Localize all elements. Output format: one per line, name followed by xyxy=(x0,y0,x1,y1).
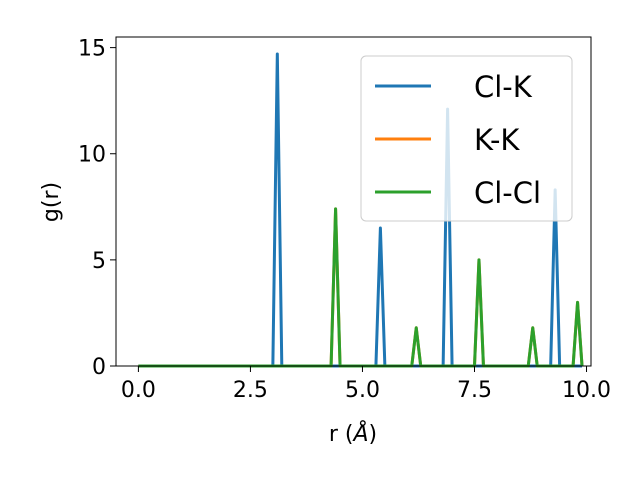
legend-label: Cl-K xyxy=(474,70,533,104)
x-axis-label: r (Å) xyxy=(329,420,377,447)
plot-frame xyxy=(115,36,592,367)
legend-box xyxy=(360,55,573,222)
y-axis-label: g(r) xyxy=(39,182,64,222)
x-tick-label: 10.0 xyxy=(562,378,611,403)
x-tick-label: 5.0 xyxy=(345,378,380,403)
x-axis: 0.0 2.5 5.0 7.5 10.0 xyxy=(121,366,611,403)
y-axis: 0 5 10 15 xyxy=(78,37,116,380)
y-tick-label: 0 xyxy=(92,355,106,380)
series-line-k-k xyxy=(138,207,584,368)
legend-label: K-K xyxy=(474,123,520,157)
x-tick-label: 0.0 xyxy=(121,378,156,403)
series-line-cl-cl xyxy=(138,207,584,368)
y-tick-label: 10 xyxy=(78,143,106,168)
legend-label: Cl-Cl xyxy=(474,176,541,210)
y-tick-label: 5 xyxy=(92,249,106,274)
x-tick-label: 7.5 xyxy=(457,378,492,403)
x-tick-label: 2.5 xyxy=(233,378,268,403)
y-tick-label: 15 xyxy=(78,37,106,62)
legend: Cl-K K-K Cl-Cl xyxy=(360,55,573,222)
x-axis-unit: Å xyxy=(351,420,368,447)
